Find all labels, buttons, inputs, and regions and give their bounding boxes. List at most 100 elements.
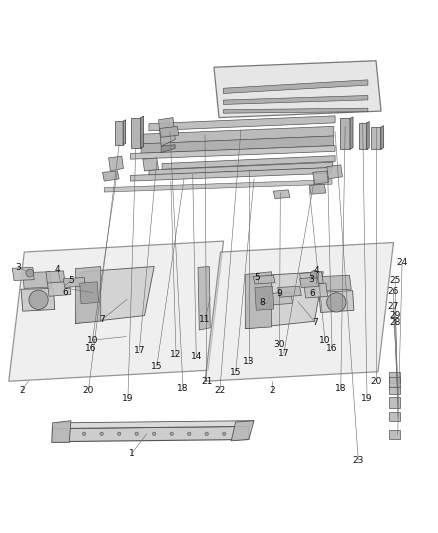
Text: 6: 6 — [62, 288, 68, 297]
Polygon shape — [159, 126, 179, 138]
Text: 30: 30 — [274, 340, 285, 349]
Circle shape — [29, 290, 48, 310]
Polygon shape — [273, 190, 290, 199]
Polygon shape — [319, 290, 354, 312]
Text: 12: 12 — [170, 351, 182, 359]
Polygon shape — [131, 146, 335, 159]
Polygon shape — [300, 277, 319, 287]
Polygon shape — [80, 282, 99, 304]
Polygon shape — [75, 266, 154, 324]
Text: 14: 14 — [191, 352, 202, 361]
Polygon shape — [143, 158, 159, 171]
Polygon shape — [389, 377, 400, 387]
Polygon shape — [23, 272, 52, 288]
Polygon shape — [75, 266, 101, 324]
Circle shape — [26, 269, 34, 277]
Text: 8: 8 — [259, 298, 265, 307]
Polygon shape — [223, 95, 368, 104]
Text: 4: 4 — [55, 264, 60, 273]
Polygon shape — [320, 275, 351, 290]
Polygon shape — [278, 286, 301, 297]
Polygon shape — [269, 292, 293, 305]
Polygon shape — [231, 421, 254, 441]
Polygon shape — [161, 145, 175, 152]
Text: 15: 15 — [230, 368, 241, 377]
Text: 3: 3 — [15, 263, 21, 272]
Polygon shape — [327, 165, 343, 179]
Polygon shape — [389, 430, 400, 439]
Polygon shape — [223, 80, 368, 93]
Polygon shape — [102, 171, 119, 181]
Polygon shape — [309, 184, 326, 194]
Polygon shape — [255, 286, 274, 310]
Text: 22: 22 — [214, 385, 226, 394]
Text: 10: 10 — [319, 336, 331, 344]
Polygon shape — [340, 118, 350, 149]
Polygon shape — [63, 278, 85, 287]
Polygon shape — [162, 156, 335, 169]
Polygon shape — [53, 426, 249, 442]
Polygon shape — [245, 272, 323, 329]
Polygon shape — [367, 122, 369, 149]
Polygon shape — [253, 275, 275, 284]
Text: 15: 15 — [151, 362, 162, 371]
Circle shape — [327, 293, 346, 312]
Text: 17: 17 — [278, 349, 290, 358]
Polygon shape — [223, 108, 368, 113]
Text: 17: 17 — [134, 346, 145, 355]
Polygon shape — [53, 421, 254, 429]
Text: 26: 26 — [388, 287, 399, 296]
Polygon shape — [109, 156, 124, 171]
Text: 29: 29 — [389, 311, 401, 320]
Circle shape — [187, 432, 191, 435]
Polygon shape — [313, 171, 328, 184]
Polygon shape — [141, 116, 144, 148]
Circle shape — [152, 432, 156, 435]
Text: 16: 16 — [326, 344, 338, 353]
Text: 2: 2 — [270, 385, 275, 394]
Text: 19: 19 — [122, 394, 134, 403]
Text: 13: 13 — [243, 358, 254, 367]
Text: 16: 16 — [85, 344, 97, 353]
Polygon shape — [47, 280, 71, 296]
Polygon shape — [381, 126, 384, 149]
Polygon shape — [205, 243, 393, 381]
Polygon shape — [149, 116, 335, 131]
Polygon shape — [52, 421, 71, 442]
Text: 19: 19 — [361, 394, 373, 403]
Polygon shape — [371, 127, 381, 149]
Polygon shape — [300, 272, 323, 285]
Circle shape — [170, 432, 173, 435]
Polygon shape — [141, 136, 334, 154]
Text: 2: 2 — [19, 385, 25, 394]
Polygon shape — [389, 397, 400, 408]
Polygon shape — [389, 373, 400, 383]
Text: 4: 4 — [314, 265, 319, 274]
Polygon shape — [214, 61, 381, 118]
Polygon shape — [304, 283, 328, 298]
Polygon shape — [245, 272, 272, 329]
Text: 11: 11 — [199, 316, 211, 325]
Text: 5: 5 — [68, 276, 74, 285]
Circle shape — [100, 432, 103, 435]
Polygon shape — [46, 271, 65, 283]
Text: 6: 6 — [309, 289, 315, 298]
Polygon shape — [159, 118, 175, 146]
Polygon shape — [359, 123, 367, 149]
Polygon shape — [104, 180, 332, 192]
Text: 9: 9 — [276, 289, 283, 298]
Text: 23: 23 — [353, 456, 364, 465]
Polygon shape — [131, 118, 141, 148]
Circle shape — [311, 270, 318, 278]
Polygon shape — [350, 117, 353, 149]
Polygon shape — [123, 120, 126, 145]
Text: 5: 5 — [254, 272, 261, 281]
Text: 3: 3 — [308, 275, 314, 284]
Polygon shape — [131, 167, 332, 181]
Text: 7: 7 — [312, 318, 318, 327]
Polygon shape — [115, 121, 123, 145]
Polygon shape — [9, 241, 223, 381]
Polygon shape — [21, 288, 55, 311]
Text: 10: 10 — [87, 336, 99, 344]
Text: 18: 18 — [177, 384, 189, 393]
